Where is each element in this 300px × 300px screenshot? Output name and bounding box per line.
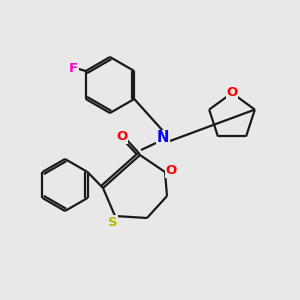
Text: O: O xyxy=(226,85,238,98)
Text: O: O xyxy=(165,164,177,178)
Text: F: F xyxy=(69,61,78,74)
Text: O: O xyxy=(116,130,128,143)
Text: N: N xyxy=(157,130,169,146)
Text: S: S xyxy=(108,215,118,229)
